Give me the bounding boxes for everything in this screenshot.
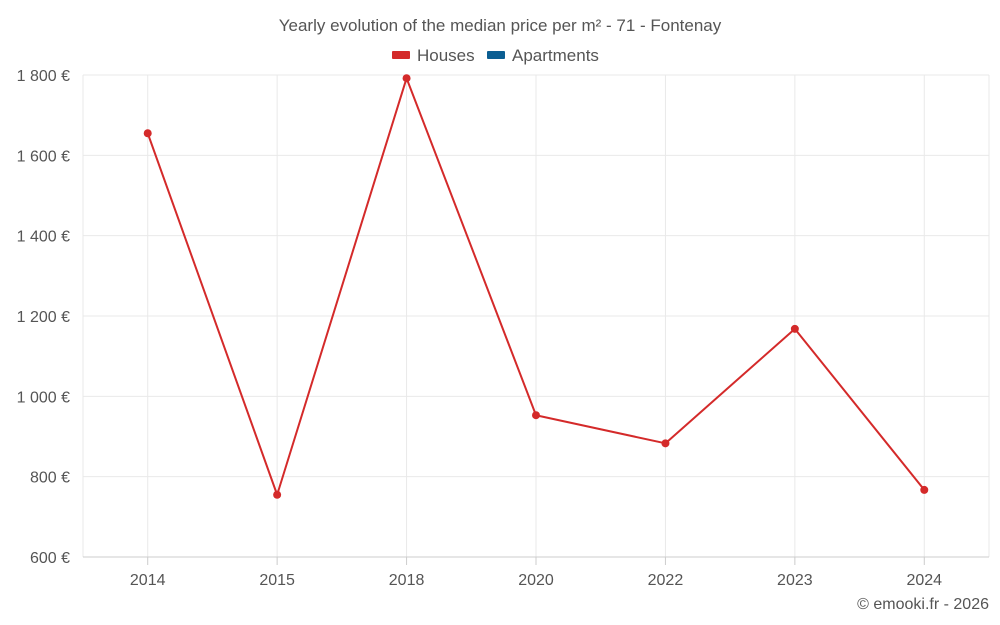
y-tick-label: 800 € — [30, 470, 70, 487]
data-point-houses[interactable] — [402, 74, 411, 83]
y-tick-label: 1 800 € — [17, 68, 70, 85]
legend: Houses Apartments — [392, 46, 599, 65]
legend-item-apartments[interactable]: Apartments — [487, 46, 599, 65]
x-gridlines — [82, 75, 990, 565]
data-point-houses[interactable] — [532, 411, 540, 420]
x-tick-label: 2018 — [389, 572, 425, 589]
data-point-houses[interactable] — [273, 490, 282, 499]
x-tick-label: 2024 — [906, 572, 942, 589]
data-point-houses[interactable] — [143, 129, 152, 138]
legend-swatch-apartments — [487, 51, 505, 59]
data-point-houses[interactable] — [790, 324, 799, 333]
x-axis-labels: 2014 2015 2018 2020 2022 2023 2024 — [130, 572, 942, 589]
x-tick-label: 2015 — [259, 572, 295, 589]
legend-label-apartments: Apartments — [512, 46, 599, 65]
y-axis-labels: 600 € 800 € 1 000 € 1 200 € 1 400 € 1 600 € 1 … — [17, 68, 70, 567]
x-tick-label: 2014 — [130, 572, 166, 589]
y-tick-label: 1 600 € — [17, 148, 70, 165]
legend-label-houses: Houses — [417, 46, 475, 65]
legend-item-houses[interactable]: Houses — [392, 46, 475, 65]
series-layer — [143, 74, 929, 499]
x-tick-label: 2023 — [777, 572, 813, 589]
data-point-houses[interactable] — [661, 439, 670, 448]
credit-text: © emooki.fr - 2026 — [857, 596, 989, 613]
data-point-houses[interactable] — [920, 485, 929, 494]
chart-title: Yearly evolution of the median price per… — [279, 16, 722, 35]
x-tick-label: 2022 — [648, 572, 684, 589]
x-tick-label: 2020 — [518, 572, 554, 589]
legend-swatch-houses — [392, 51, 410, 59]
y-tick-label: 600 € — [30, 550, 70, 567]
y-tick-label: 1 200 € — [17, 309, 70, 326]
y-tick-label: 1 000 € — [17, 389, 70, 406]
y-tick-label: 1 400 € — [17, 229, 70, 246]
